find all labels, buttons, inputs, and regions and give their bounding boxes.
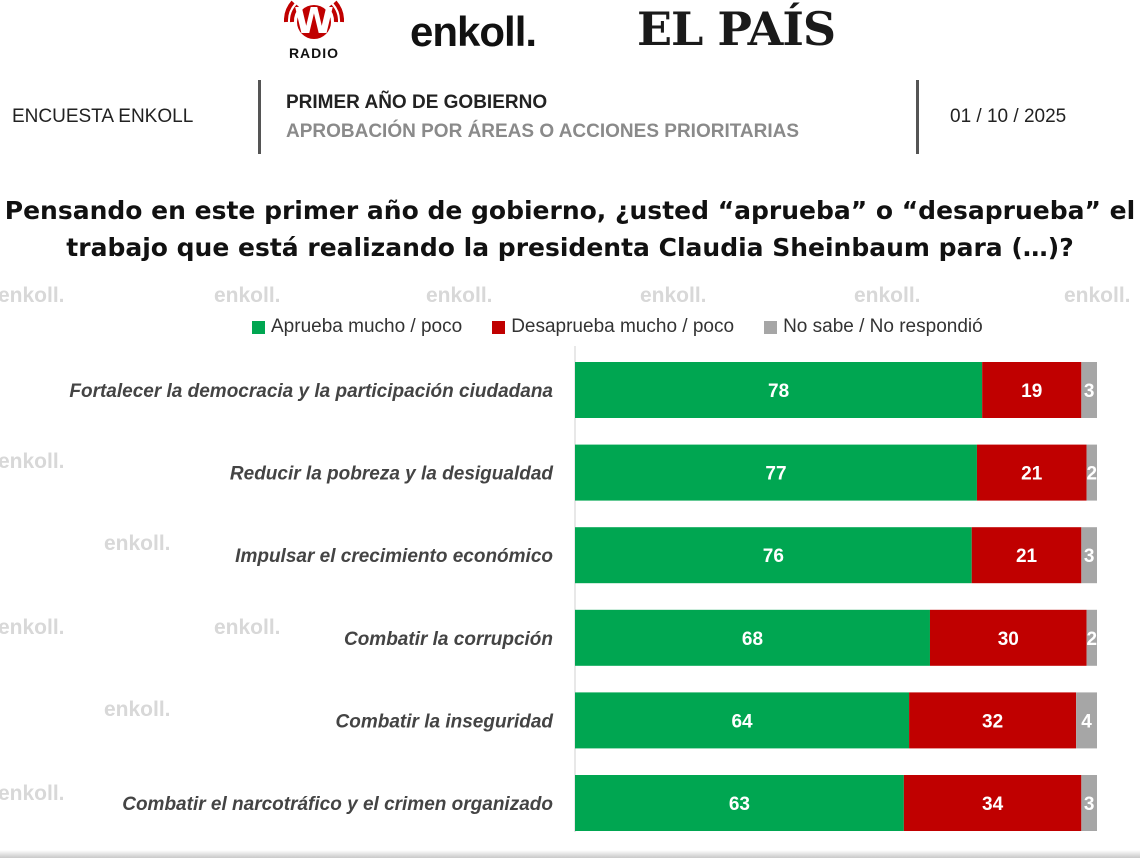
header-divider-left: [258, 80, 261, 154]
bar-approve: [575, 527, 972, 584]
legend-swatch-disapprove: [492, 320, 506, 334]
data-label-approve: 77: [765, 464, 786, 485]
bar-approve: [575, 775, 904, 831]
data-label-no-answer: 2: [1086, 629, 1097, 650]
header-divider-right: [916, 80, 919, 154]
chart-title: Pensando en este primer año de gobierno,…: [4, 196, 1136, 262]
page-subtitle: APROBACIÓN POR ÁREAS O ACCIONES PRIORITA…: [286, 121, 800, 142]
bar-disapprove: [903, 775, 1082, 831]
legend-swatch-no-answer: [764, 320, 778, 334]
data-label-disapprove: 21: [1021, 464, 1043, 485]
logos-header: W RADIO enkoll. EL PAÍS: [0, 0, 1140, 66]
legend-label-approve: Aprueba mucho / poco: [271, 316, 463, 337]
data-label-disapprove: 21: [1016, 546, 1038, 567]
w-radio-ring-icon: [284, 0, 344, 39]
survey-date: 01 / 10 / 2025: [950, 106, 1067, 127]
bottom-shadow: [0, 850, 1140, 858]
stacked-bar-chart: Fortalecer la democracia y la participac…: [69, 346, 1097, 832]
category-label: Combatir el narcotráfico y el crimen org…: [122, 794, 553, 815]
data-label-disapprove: 30: [998, 629, 1019, 650]
watermark: enkoll.: [426, 284, 493, 307]
bar-disapprove: [971, 527, 1082, 584]
data-label-approve: 78: [768, 381, 789, 402]
elpais-logo: EL PAÍS: [637, 2, 836, 56]
bar-approve: [575, 362, 983, 418]
data-label-no-answer: 3: [1084, 546, 1095, 567]
watermark: enkoll.: [214, 284, 281, 307]
data-label-no-answer: 3: [1084, 381, 1095, 402]
bar-approve: [575, 692, 910, 749]
category-label: Impulsar el crecimiento económico: [235, 546, 553, 567]
watermark: enkoll.: [1064, 284, 1131, 307]
survey-label: ENCUESTA ENKOLL: [12, 106, 194, 127]
data-label-disapprove: 19: [1021, 381, 1042, 402]
watermark: enkoll.: [854, 284, 921, 307]
data-label-disapprove: 34: [982, 794, 1004, 815]
bar-approve: [575, 609, 930, 666]
watermark: enkoll.: [0, 284, 65, 307]
legend-item-disapprove: Desaprueba mucho / poco: [492, 316, 734, 338]
bar-disapprove: [909, 692, 1077, 749]
data-label-approve: 63: [729, 794, 750, 815]
page-title: PRIMER AÑO DE GOBIERNO: [286, 92, 548, 113]
data-label-no-answer: 4: [1081, 711, 1092, 732]
bar-no-answer: [1086, 609, 1097, 666]
bar-approve: [575, 444, 977, 501]
data-label-disapprove: 32: [982, 711, 1003, 732]
legend-swatch-approve: [252, 320, 265, 334]
bar-disapprove: [982, 362, 1082, 418]
data-label-no-answer: 2: [1086, 464, 1097, 485]
watermark: enkoll.: [640, 284, 707, 307]
chart-legend: Aprueba mucho / poco Desaprueba mucho / …: [252, 316, 1013, 338]
data-label-approve: 68: [742, 629, 763, 650]
w-radio-logo: W RADIO: [264, 0, 364, 62]
bar-no-answer: [1086, 444, 1097, 501]
w-radio-letter: W: [294, 1, 334, 42]
category-label: Reducir la pobreza y la desigualdad: [230, 464, 553, 485]
w-radio-name: RADIO: [288, 45, 340, 61]
legend-label-no-answer: No sabe / No respondió: [783, 316, 983, 337]
bar-disapprove: [929, 609, 1087, 666]
legend-item-no-answer: No sabe / No respondió: [764, 316, 983, 338]
data-label-no-answer: 3: [1084, 794, 1095, 815]
bar-disapprove: [976, 444, 1087, 501]
bar-no-answer: [1081, 362, 1097, 418]
legend-item-approve: Aprueba mucho / poco: [252, 316, 462, 338]
category-label: Combatir la inseguridad: [336, 711, 554, 732]
category-label: Combatir la corrupción: [344, 629, 553, 650]
bar-no-answer: [1076, 692, 1097, 749]
legend-label-disapprove: Desaprueba mucho / poco: [511, 316, 735, 337]
data-label-approve: 64: [731, 711, 753, 732]
bar-no-answer: [1081, 527, 1097, 584]
bar-no-answer: [1081, 775, 1097, 831]
category-label: Fortalecer la democracia y la participac…: [69, 381, 553, 402]
enkoll-logo: enkoll.: [410, 8, 537, 55]
data-label-approve: 76: [763, 546, 784, 567]
